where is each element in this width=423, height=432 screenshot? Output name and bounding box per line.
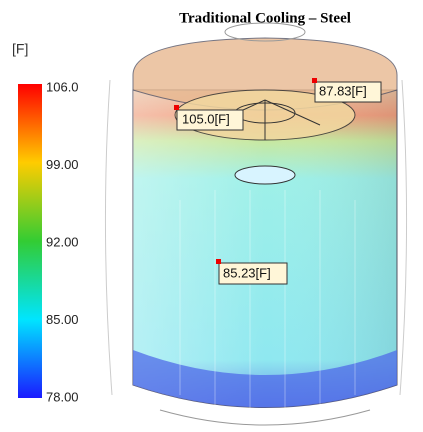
annotation-text: 85.23[F]	[223, 265, 271, 280]
legend-tick-label: 85.00	[46, 312, 79, 327]
color-bar	[18, 84, 42, 398]
legend-tick-label: 92.00	[46, 234, 79, 249]
legend-ticks: 106.0 99.00 92.00 85.00 78.00	[46, 79, 79, 404]
annotation: 87.83[F]	[312, 78, 381, 102]
result-view: Traditional Cooling – Steel [F] 106.0 99.…	[0, 0, 423, 427]
annotation: 85.23[F]	[216, 259, 287, 284]
legend-tick-label: 106.0	[46, 79, 79, 94]
legend-unit: [F]	[12, 41, 28, 57]
page: {"title": "Traditional Cooling – Steel",…	[0, 0, 423, 427]
annotation-text: 105.0[F]	[182, 111, 230, 126]
annotation-text: 87.83[F]	[319, 83, 367, 98]
title: Traditional Cooling – Steel	[179, 10, 351, 26]
legend-tick-label: 99.00	[46, 157, 79, 172]
legend-tick-label: 78.00	[46, 389, 79, 404]
